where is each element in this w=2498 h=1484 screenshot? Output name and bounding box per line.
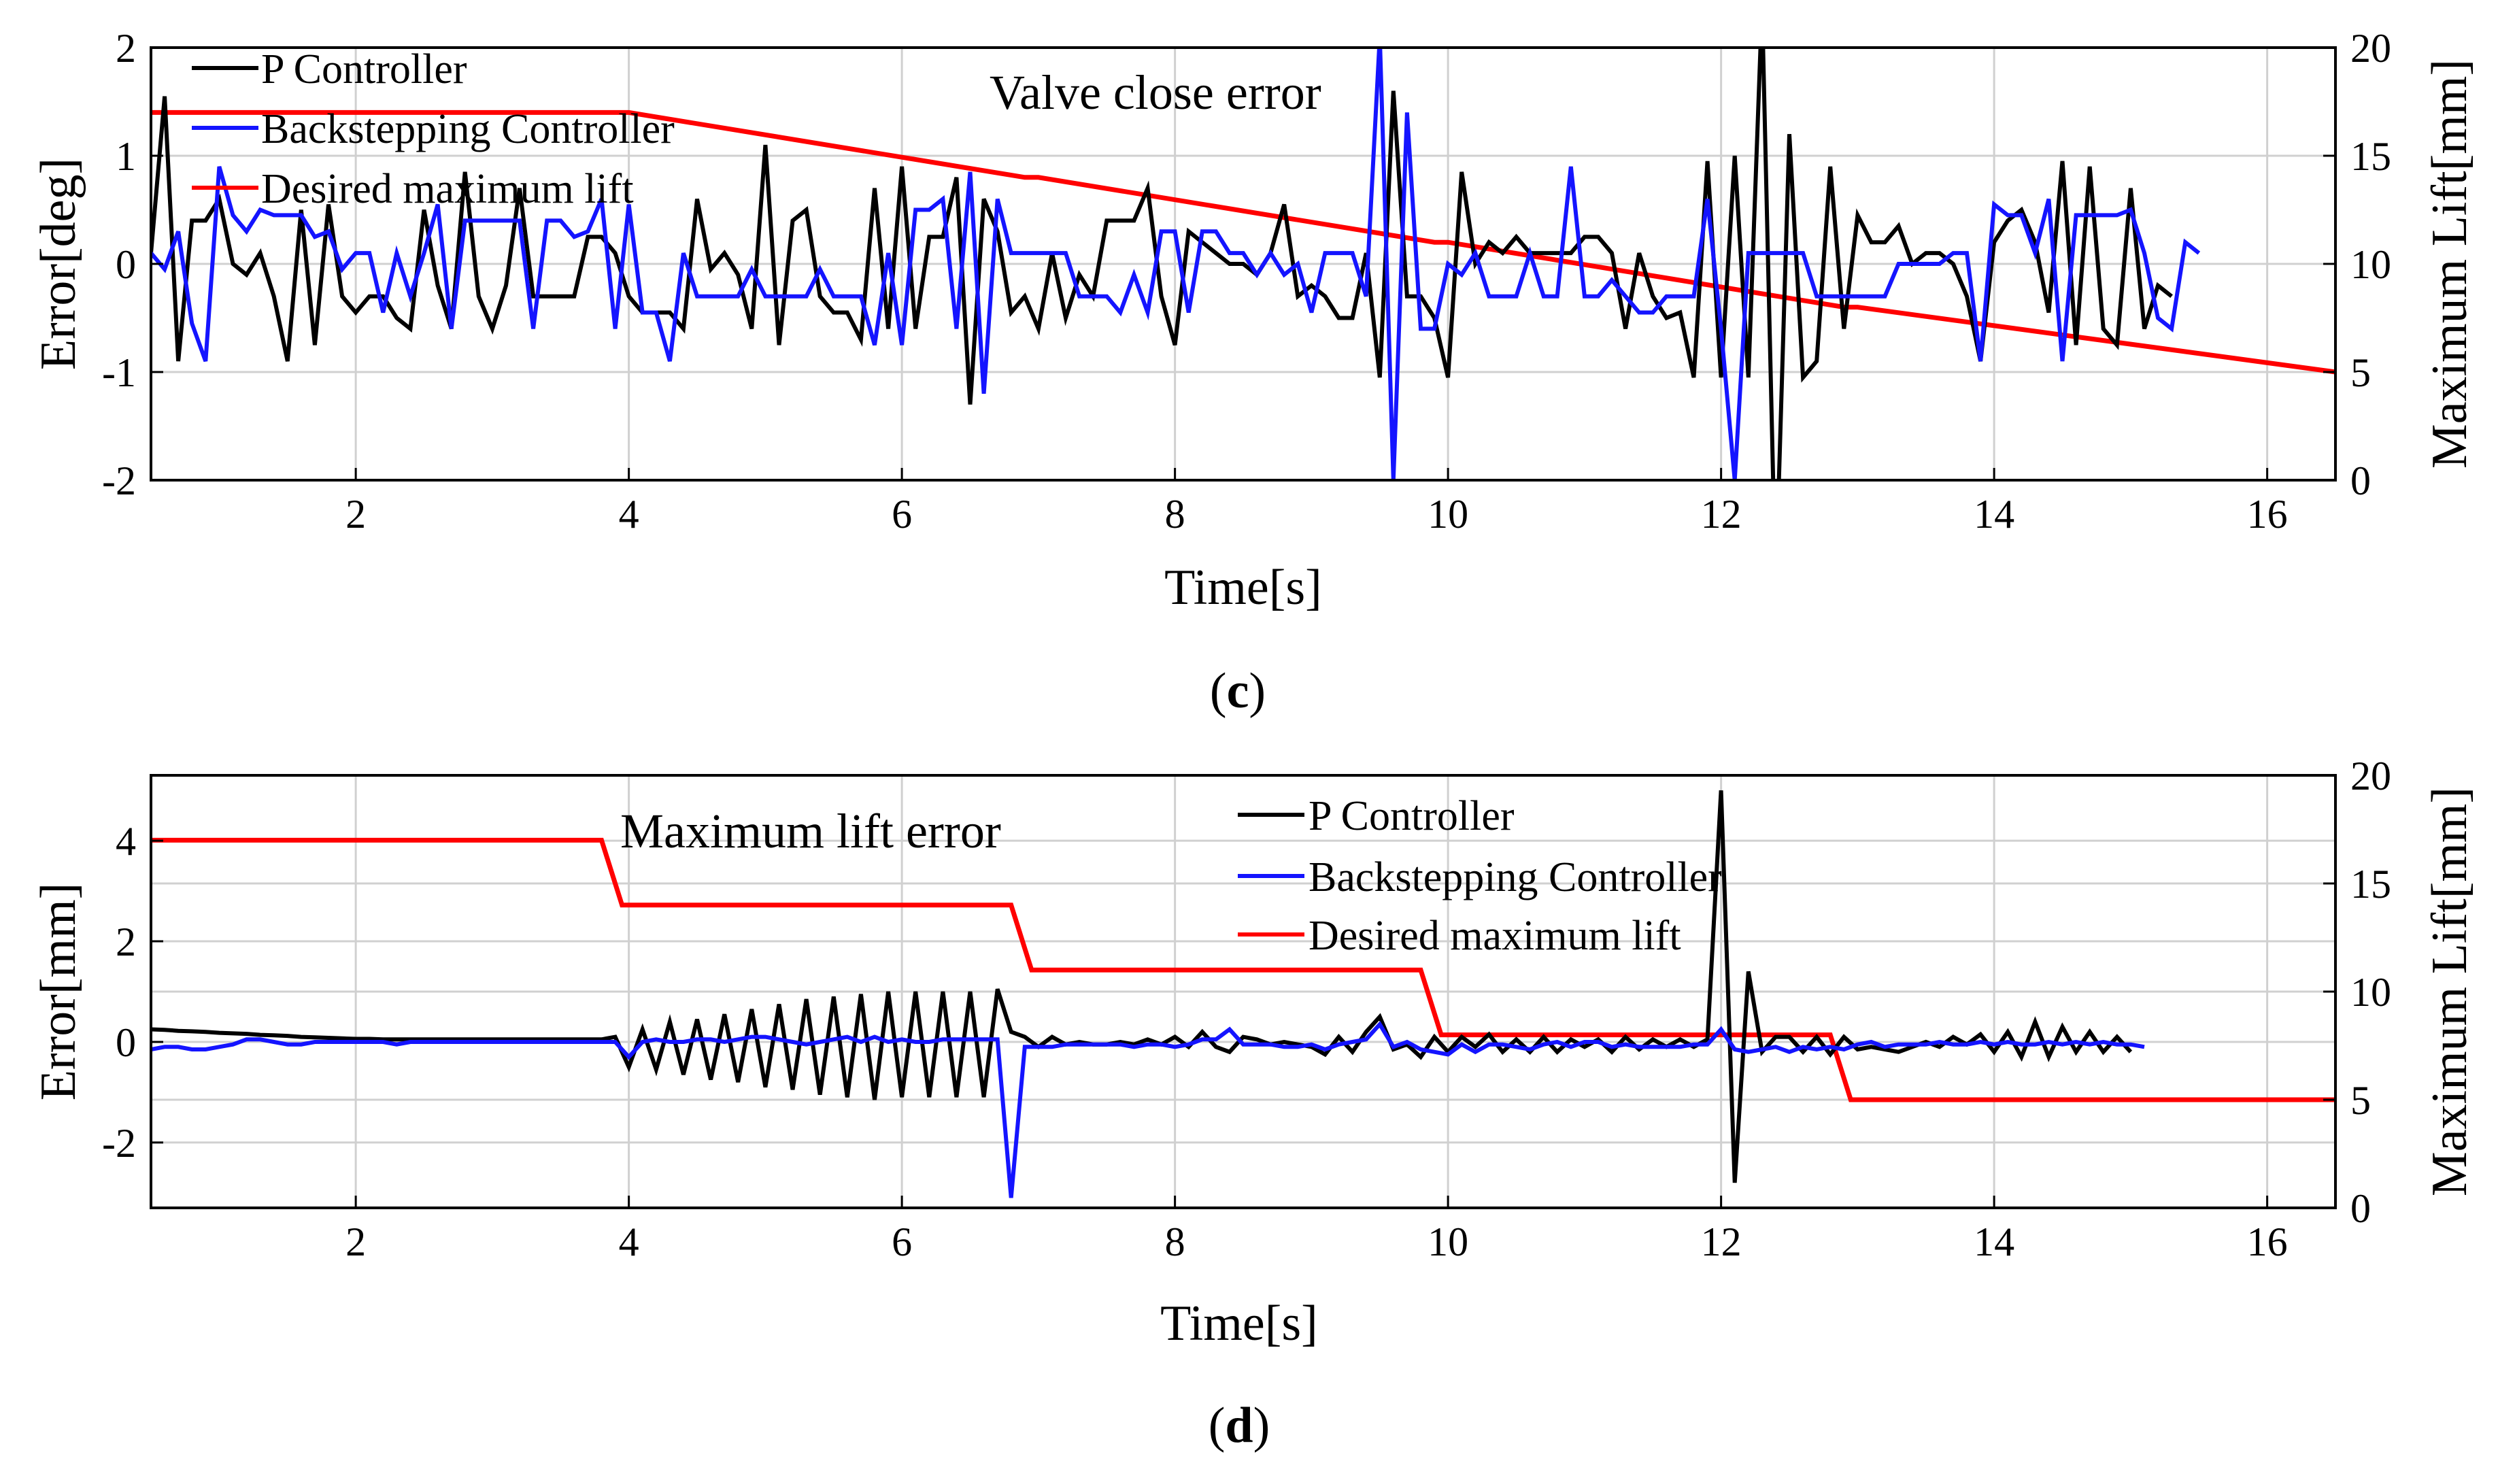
chart-d-desired-line [151, 837, 2335, 1102]
chart-d-xtick-label: 2 [345, 1219, 366, 1264]
chart-d-caption: (d) [1209, 1398, 1270, 1453]
chart-d-caption-close: ) [1253, 1398, 1270, 1453]
chart-c-legend-label-desired: Desired maximum lift [261, 166, 634, 212]
chart-c-ytick-right-label: 10 [2350, 242, 2391, 287]
chart-c-ytick-right-label: 20 [2350, 26, 2391, 71]
chart-c-ytick-right-label: 0 [2350, 458, 2371, 503]
chart-d-annotation: Maximum lift error [620, 804, 1001, 858]
chart-d-right-tick-labels: 0 5 10 15 20 [2350, 754, 2391, 1231]
chart-c-legend-label-bs: Backstepping Controller [261, 106, 675, 152]
chart-c-ytick-right-label: 15 [2350, 134, 2391, 179]
chart-d-xtick-label: 8 [1165, 1219, 1185, 1264]
chart-d-caption-letter: d [1225, 1398, 1253, 1453]
chart-c-ticks [151, 46, 2335, 482]
chart-c-legend-label-p: P Controller [261, 46, 467, 92]
chart-c-bs-line [151, 48, 2201, 480]
chart-c-legend: P Controller Backstepping Controller Des… [192, 46, 675, 212]
chart-d-xtick-label: 12 [1701, 1219, 1742, 1264]
chart-d-xtick-label: 14 [1974, 1219, 2014, 1264]
chart-c-caption-letter: c [1227, 663, 1249, 719]
chart-c-xtick-label: 14 [1974, 492, 2014, 537]
chart-c-p-line [151, 48, 2173, 480]
chart-d-legend-label-bs: Backstepping Controller [1309, 854, 1722, 900]
chart-d-ytick-right-label: 15 [2350, 862, 2391, 907]
chart-d-ticks [151, 774, 2335, 1209]
chart-d-legend-label-p: P Controller [1309, 793, 1515, 839]
chart-d-ytick-right-label: 10 [2350, 970, 2391, 1015]
chart-c-annotation: Valve close error [990, 65, 1321, 120]
chart-c-right-tick-labels: 0 5 10 15 20 [2350, 26, 2391, 503]
chart-d-ytick-left-label: 4 [116, 819, 136, 864]
chart-d-p-series [151, 790, 2133, 1183]
chart-c-xtick-label: 16 [2247, 492, 2288, 537]
chart-d-right-axis-label: Maximum Lift[mm] [2422, 787, 2478, 1196]
chart-c-p-series [151, 48, 2173, 480]
chart-d-ytick-right-label: 0 [2350, 1186, 2371, 1231]
chart-c-ytick-right-label: 5 [2350, 350, 2371, 395]
chart-c-xtick-label: 10 [1428, 492, 1468, 537]
chart-c-x-axis-label: Time[s] [1164, 560, 1322, 615]
chart-c-xtick-label: 2 [345, 492, 366, 537]
chart-d-left-axis-label: Error[mm] [31, 883, 86, 1101]
chart-c-ytick-left-label: 2 [116, 26, 136, 71]
chart-c-ytick-left-label: -2 [102, 458, 136, 503]
chart-d-xtick-label: 10 [1428, 1219, 1468, 1264]
chart-c-left-tick-labels: -2 -1 0 1 2 [102, 26, 136, 503]
chart-d-ytick-left-label: 2 [116, 920, 136, 964]
chart-d-legend: P Controller Backstepping Controller Des… [1238, 793, 1722, 959]
chart-c-ytick-left-label: -1 [102, 350, 136, 395]
chart-c-caption-close: ) [1249, 663, 1266, 719]
chart-d-x-tick-labels: 2 4 6 8 10 12 14 16 [345, 1219, 2288, 1264]
chart-d-ytick-left-label: -2 [102, 1121, 136, 1166]
chart-d-ytick-left-label: 0 [116, 1020, 136, 1065]
chart-c-xtick-label: 12 [1701, 492, 1742, 537]
chart-d-ytick-right-label: 20 [2350, 754, 2391, 798]
chart-c-ytick-left-label: 0 [116, 242, 136, 287]
chart-c-right-axis-label: Maximum Lift[mm] [2422, 59, 2478, 469]
chart-c-ytick-left-label: 1 [116, 134, 136, 179]
chart-c-bs-series [151, 48, 2201, 480]
chart-d-left-tick-labels: -2 0 2 4 [102, 819, 136, 1166]
chart-d-xtick-label: 16 [2247, 1219, 2288, 1264]
chart-d-xtick-label: 6 [892, 1219, 912, 1264]
chart-d-legend-label-desired: Desired maximum lift [1309, 913, 1681, 959]
chart-c-desired-series [151, 109, 2335, 375]
chart-c-x-tick-labels: 2 4 6 8 10 12 14 16 [345, 492, 2288, 537]
chart-c-caption-open: ( [1210, 663, 1227, 719]
chart-d: 2 4 6 8 10 12 14 16 -2 0 2 4 0 5 10 15 20 P Controller… [31, 754, 2478, 1453]
chart-d-x-axis-label: Time[s] [1160, 1296, 1318, 1351]
chart-d-p-line [151, 790, 2133, 1183]
chart-d-bs-line [151, 1021, 2145, 1198]
chart-c-xtick-label: 6 [892, 492, 912, 537]
chart-d-caption-open: ( [1209, 1398, 1226, 1453]
chart-c-desired-line [151, 109, 2335, 375]
chart-c-xtick-label: 4 [619, 492, 639, 537]
chart-c-xtick-label: 8 [1165, 492, 1185, 537]
chart-c-caption: (c) [1210, 663, 1266, 719]
chart-d-xtick-label: 4 [619, 1219, 639, 1264]
chart-c-left-axis-label: Error[deg] [31, 158, 86, 370]
chart-d-bs-series [151, 1021, 2145, 1198]
chart-d-desired-series [151, 837, 2335, 1102]
chart-d-ytick-right-label: 5 [2350, 1078, 2371, 1123]
